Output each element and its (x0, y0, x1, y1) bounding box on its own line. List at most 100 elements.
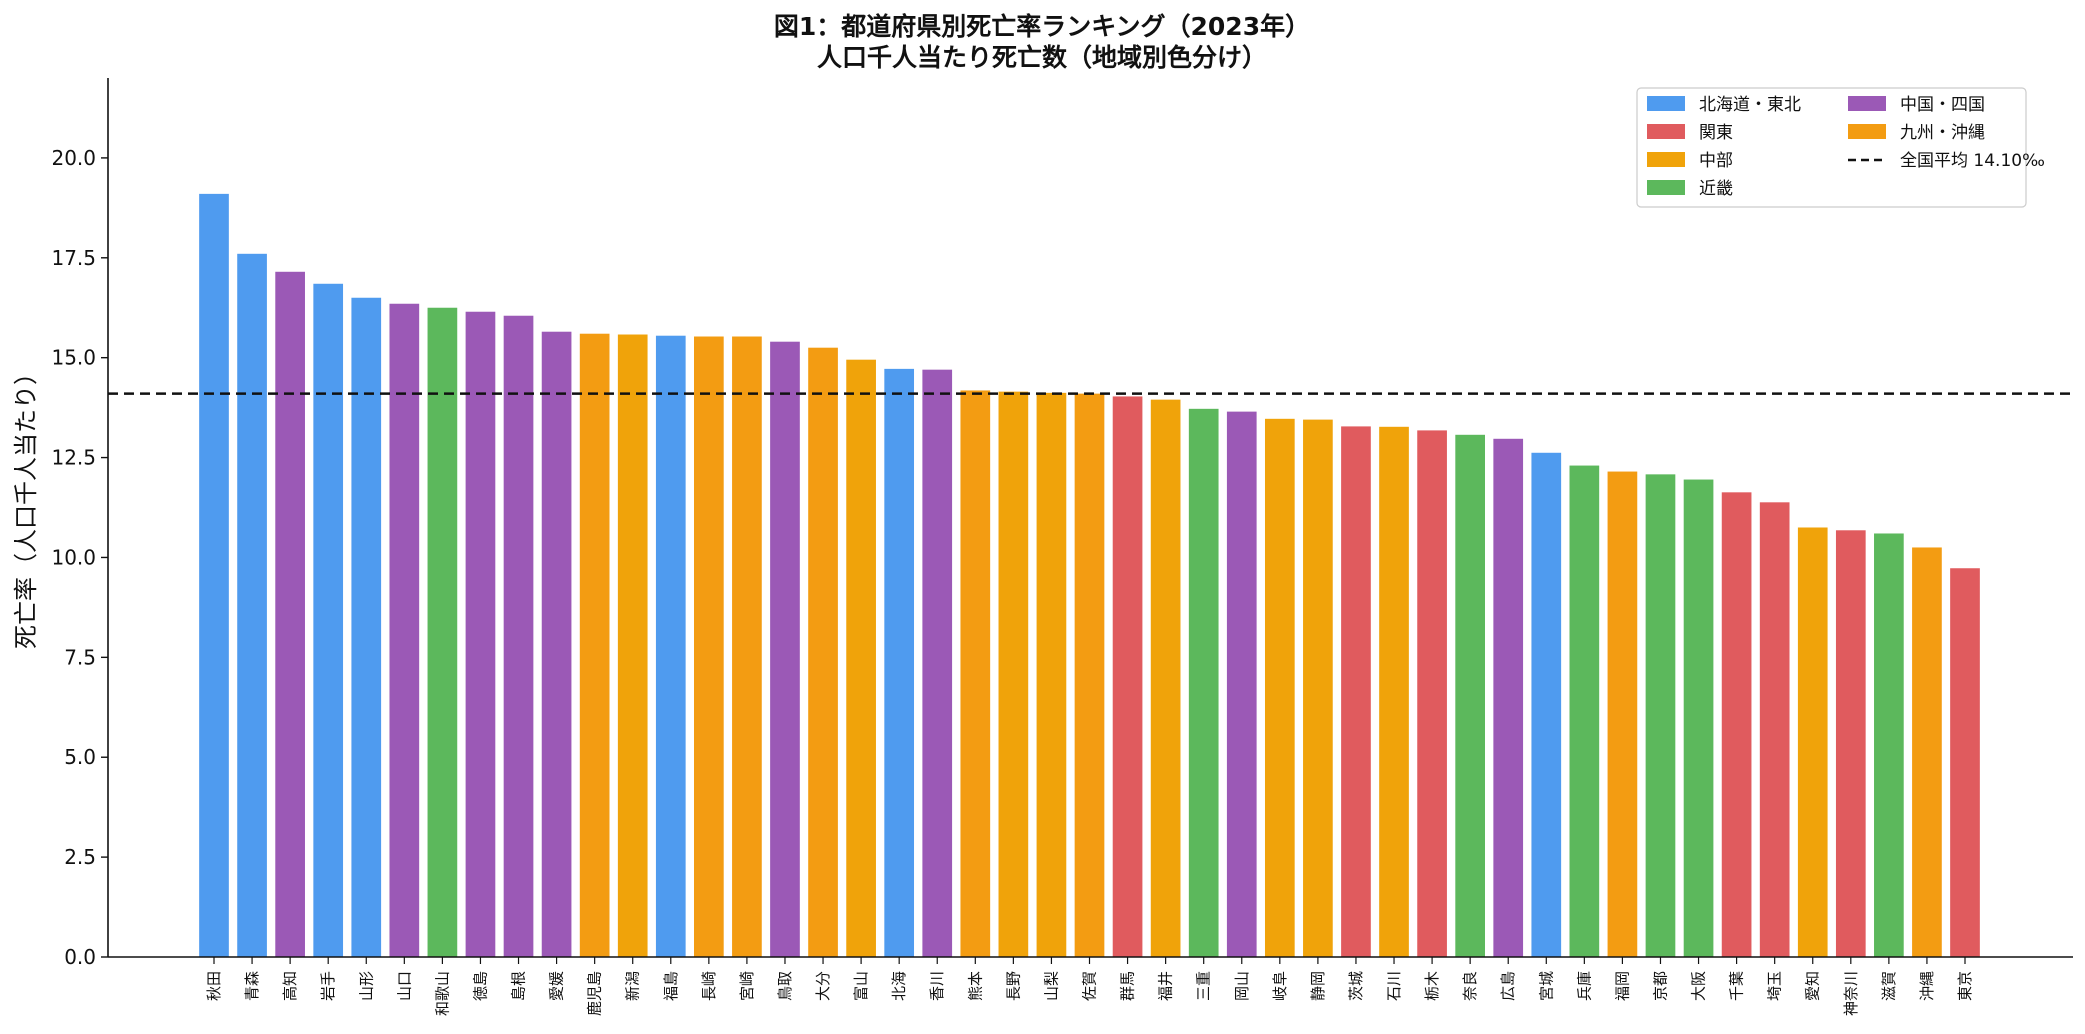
x-tick-label: 埼玉 (1766, 971, 1784, 1001)
y-tick-label: 7.5 (64, 645, 96, 669)
x-tick-label: 福島 (662, 971, 680, 1001)
x-tick-label: 神奈川 (1842, 971, 1860, 1016)
x-tick-label: 岐阜 (1271, 971, 1289, 1001)
x-tick-label: 青森 (243, 971, 261, 1001)
x-tick-label: 鳥取 (776, 971, 794, 1001)
bar-熊本 (960, 390, 991, 957)
x-tick-label: 鹿児島 (586, 971, 604, 1016)
legend-frame (1636, 87, 2027, 208)
x-tick-label: 千葉 (1728, 971, 1746, 1001)
bar-石川 (1379, 426, 1409, 957)
x-tick-label: 香川 (928, 971, 946, 1001)
x-tick-label: 和歌山 (433, 971, 451, 1016)
bar-沖縄 (1912, 547, 1942, 957)
bar-群馬 (1112, 396, 1143, 957)
x-tick-label: 大阪 (1690, 971, 1708, 1001)
x-tick-label: 広島 (1499, 971, 1517, 1001)
bar-秋田 (199, 193, 229, 958)
y-tick-label: 0.0 (64, 945, 96, 969)
bar-富山 (846, 359, 876, 957)
x-tick-label: 茨城 (1347, 971, 1365, 1001)
bar-長野 (998, 391, 1029, 957)
x-tick-label: 滋賀 (1880, 971, 1898, 1001)
y-axis-label: 死亡率（人口千人当たり） (12, 361, 40, 649)
chart-subtitle: 人口千人当たり死亡数（地域別色分け） (817, 43, 1267, 72)
legend-swatch-chugoku_shikoku (1848, 96, 1886, 111)
x-tick-label: 山口 (395, 971, 413, 1001)
legend-label-kyushu_okinawa: 九州・沖縄 (1900, 123, 1985, 143)
legend-label-hokkaido_tohoku: 北海道・東北 (1699, 95, 1801, 115)
bar-愛媛 (541, 331, 572, 957)
x-tick-label: 三重 (1195, 971, 1213, 1001)
bar-三重 (1188, 408, 1219, 958)
legend-swatch-chubu (1647, 152, 1685, 167)
bar-奈良 (1455, 434, 1485, 958)
bar-静岡 (1303, 419, 1333, 958)
bar-青森 (237, 253, 267, 958)
bar-福島 (655, 335, 686, 958)
y-tick-label: 5.0 (64, 745, 96, 769)
x-tick-label: 福岡 (1613, 971, 1631, 1001)
y-tick-label: 12.5 (51, 446, 96, 470)
y-tick-label: 2.5 (64, 845, 96, 869)
legend-label-chubu: 中部 (1699, 151, 1733, 171)
bar-鳥取 (770, 341, 800, 957)
x-tick-label: 山形 (357, 971, 375, 1001)
x-tick-label: 宮崎 (738, 971, 756, 1001)
legend-swatch-kanto (1647, 124, 1685, 139)
bar-佐賀 (1074, 393, 1105, 958)
bar-和歌山 (427, 307, 458, 957)
bar-島根 (503, 315, 534, 957)
bar-長崎 (694, 336, 724, 957)
y-tick-label: 10.0 (51, 545, 96, 569)
legend-swatch-kinki (1647, 180, 1685, 195)
x-tick-label: 佐賀 (1081, 971, 1099, 1001)
x-tick-label: 東京 (1956, 971, 1974, 1001)
bar-山梨 (1036, 392, 1067, 958)
x-tick-label: 静岡 (1309, 971, 1327, 1001)
bar-茨城 (1341, 426, 1371, 957)
bar-広島 (1493, 438, 1524, 957)
x-tick-label: 京都 (1651, 971, 1669, 1001)
legend-swatch-hokkaido_tohoku (1647, 96, 1685, 111)
bar-福岡 (1607, 471, 1638, 957)
x-tick-label: 岩手 (319, 971, 337, 1001)
bar-埼玉 (1759, 502, 1790, 957)
x-tick-label: 福井 (1157, 971, 1175, 1001)
x-tick-label: 秋田 (205, 971, 223, 1001)
bar-山口 (389, 303, 420, 958)
bar-千葉 (1721, 492, 1752, 957)
x-axis-ticks: 秋田 青森 高知 岩手 山形 山口 和歌山 徳島 島根 愛媛 鹿児島 新潟 福島 長崎 宮崎 鳥取 大分 富山 北海… (205, 957, 1974, 1016)
bar-兵庫 (1569, 465, 1600, 957)
bar-高知 (275, 271, 305, 957)
bar-鹿児島 (579, 333, 610, 957)
bar-新潟 (617, 334, 648, 957)
y-tick-label: 20.0 (51, 146, 96, 170)
legend-label-kanto: 関東 (1699, 123, 1733, 143)
x-tick-label: 石川 (1385, 971, 1403, 1001)
bar-京都 (1645, 474, 1676, 957)
bar-香川 (922, 369, 953, 957)
bar-滋賀 (1874, 533, 1904, 957)
bar-大阪 (1683, 479, 1714, 957)
x-tick-label: 宮城 (1537, 971, 1555, 1001)
x-tick-label: 沖縄 (1918, 971, 1936, 1001)
x-tick-label: 群馬 (1119, 971, 1137, 1001)
bar-宮城 (1531, 452, 1562, 957)
bar-神奈川 (1835, 530, 1866, 957)
x-tick-label: 長崎 (700, 971, 718, 1001)
x-tick-label: 愛知 (1804, 971, 1822, 1001)
x-tick-label: 島根 (510, 971, 528, 1001)
bar-福井 (1150, 399, 1181, 957)
x-tick-label: 大分 (814, 971, 832, 1001)
y-tick-label: 15.0 (51, 346, 96, 370)
bar-岡山 (1226, 411, 1257, 957)
y-axis-ticks: 0.0 2.5 5.0 7.5 10.0 12.5 15.0 17.5 20.0 (51, 146, 108, 969)
x-tick-label: 岡山 (1233, 971, 1251, 1001)
x-tick-label: 北海 (890, 971, 908, 1001)
x-tick-label: 栃木 (1423, 971, 1441, 1001)
x-tick-label: 高知 (281, 971, 299, 1001)
y-tick-label: 17.5 (51, 246, 96, 270)
